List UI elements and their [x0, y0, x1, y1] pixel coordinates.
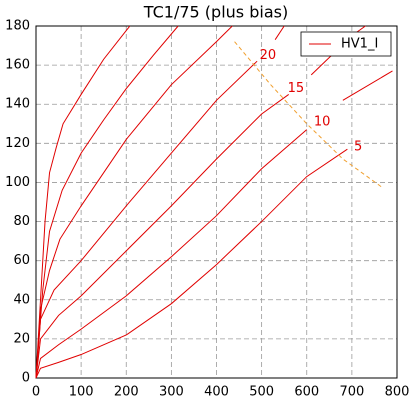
series-line	[35, 70, 393, 379]
series-line	[35, 25, 131, 379]
x-tick-label: 100	[69, 385, 94, 400]
plot-frame	[35, 25, 398, 379]
boundary-line	[234, 41, 384, 189]
x-tick-label: 500	[249, 385, 274, 400]
series-line	[35, 25, 285, 379]
y-tick-label: 20	[13, 331, 30, 346]
contour-label: 10	[314, 114, 331, 129]
y-tick-label: 120	[5, 136, 30, 151]
series-line	[35, 25, 179, 379]
y-tick-label: 0	[22, 371, 30, 386]
y-tick-label: 100	[5, 175, 30, 190]
y-tick-label: 60	[13, 253, 30, 268]
y-tick-label: 160	[5, 58, 30, 73]
y-tick-label: 40	[13, 292, 30, 307]
x-tick-label: 600	[294, 385, 319, 400]
y-tick-label: 180	[5, 19, 30, 34]
series-line	[35, 148, 348, 379]
x-tick-label: 200	[114, 385, 139, 400]
legend-label: HV1_I	[341, 37, 378, 52]
x-tick-label: 800	[385, 385, 410, 400]
contour-label: 15	[288, 81, 305, 96]
y-tick-label: 140	[5, 97, 30, 112]
y-tick-label: 80	[13, 214, 30, 229]
series-line	[35, 25, 233, 379]
x-tick-label: 400	[204, 385, 229, 400]
series-line	[35, 25, 366, 379]
contour-label: 5	[354, 140, 362, 155]
x-tick-label: 0	[32, 385, 40, 400]
x-tick-label: 700	[339, 385, 364, 400]
chart-title: TC1/75 (plus bias)	[143, 3, 288, 22]
contour-label: 20	[260, 48, 277, 63]
x-tick-label: 300	[159, 385, 184, 400]
